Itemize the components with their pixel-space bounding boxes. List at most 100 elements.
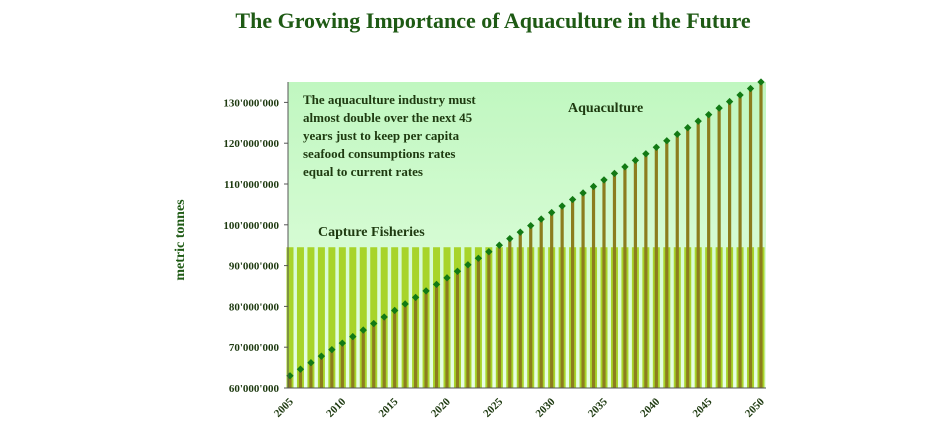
aquaculture-marker xyxy=(474,254,483,262)
aquaculture-marker xyxy=(317,352,326,360)
aquaculture-marker xyxy=(704,110,713,119)
aquaculture-marker xyxy=(631,156,640,165)
aquaculture-bar xyxy=(487,251,491,388)
aquaculture-bar xyxy=(539,219,543,388)
y-tick-label: 70'000'000 xyxy=(229,342,280,354)
aquaculture-bar xyxy=(424,290,428,388)
capture-bar xyxy=(317,247,325,388)
y-tick-label: 110'000'000 xyxy=(224,179,280,191)
aquaculture-bar xyxy=(372,323,376,388)
aquaculture-marker xyxy=(558,202,566,210)
annotation-line: almost double over the next 45 xyxy=(303,110,473,125)
x-tick-label: 2030 xyxy=(534,396,558,420)
aquaculture-bar xyxy=(298,369,303,388)
aquaculture-marker xyxy=(453,267,462,275)
aquaculture-bar xyxy=(591,186,596,388)
aquaculture-marker xyxy=(370,319,378,328)
aquaculture-bar xyxy=(738,95,742,388)
y-tick-label: 120'000'000 xyxy=(223,138,279,150)
aquaculture-marker xyxy=(296,365,305,373)
x-tick-label: 2040 xyxy=(638,396,662,420)
x-tick-label: 2050 xyxy=(743,396,767,420)
aquaculture-bar xyxy=(529,225,533,388)
aquaculture-marker xyxy=(673,130,681,138)
x-tick-label: 2015 xyxy=(377,396,401,420)
aquaculture-markers xyxy=(286,78,765,380)
aquaculture-marker xyxy=(621,163,629,171)
aquaculture-bar xyxy=(571,199,575,388)
aquaculture-bar xyxy=(612,173,617,388)
y-tick-label: 130'000'000 xyxy=(223,97,279,109)
x-tick-label: 2020 xyxy=(429,396,453,420)
aquaculture-marker xyxy=(432,280,441,289)
aquaculture-bar xyxy=(675,134,679,388)
aquaculture-bar xyxy=(707,114,711,388)
aquaculture-marker xyxy=(537,215,545,223)
aquaculture-bar xyxy=(455,271,460,388)
aquaculture-bar xyxy=(633,160,637,388)
y-tick-label: 60'000'000 xyxy=(229,383,280,395)
x-tick-label: 2005 xyxy=(272,396,296,420)
aquaculture-bar xyxy=(382,317,386,388)
aquaculture-marker xyxy=(307,359,315,367)
aquaculture-bar xyxy=(686,127,690,389)
aquaculture-bar xyxy=(644,153,648,388)
aquaculture-marker xyxy=(328,345,336,354)
aquaculture-marker xyxy=(411,293,420,302)
capture-bar xyxy=(286,247,294,388)
aquaculture-bar xyxy=(434,284,439,388)
aquaculture-bar xyxy=(581,192,585,388)
aquaculture-bar xyxy=(560,206,564,388)
annotation-line: seafood consumptions rates xyxy=(303,146,455,161)
aquaculture-bar xyxy=(340,343,344,388)
aquaculture-bar xyxy=(623,166,627,388)
annotation-text: The aquaculture industry must almost dou… xyxy=(303,92,479,179)
aquaculture-marker xyxy=(380,313,388,321)
aquaculture-marker xyxy=(443,274,451,282)
x-tick-labels: 2005 2010 2015 2020 2025 2030 2035 2040 2045 2050 xyxy=(272,396,767,420)
aquaculture-bar xyxy=(550,212,554,388)
aquaculture-marker xyxy=(663,137,671,145)
aquaculture-bar xyxy=(602,179,606,388)
aquaculture-bar xyxy=(361,330,365,388)
aquaculture-marker xyxy=(652,143,661,151)
y-tick-label: 100'000'000 xyxy=(223,220,279,232)
capture-fisheries-label: Capture Fisheries xyxy=(318,225,425,240)
aquaculture-marker xyxy=(694,117,702,125)
x-tick-label: 2010 xyxy=(324,396,348,420)
aquaculture-bar xyxy=(351,336,355,388)
aquaculture-marker xyxy=(464,261,472,269)
aquaculture-bar xyxy=(728,101,732,389)
y-tick-label: 80'000'000 xyxy=(229,301,280,313)
aquaculture-marker xyxy=(401,300,409,308)
capture-bar xyxy=(359,247,367,388)
aquaculture-bar xyxy=(508,238,512,388)
aquaculture-marker xyxy=(547,208,556,217)
aquaculture-bar xyxy=(319,356,323,388)
chart-title: The Growing Importance of Aquaculture in… xyxy=(235,8,750,33)
x-tick-label: 2035 xyxy=(586,396,610,420)
aquaculture-bar xyxy=(445,277,449,388)
aquaculture-bar xyxy=(476,258,480,388)
capture-bar xyxy=(307,247,315,388)
aquaculture-marker xyxy=(422,287,430,295)
aquaculture-bar xyxy=(654,147,658,388)
capture-bar xyxy=(338,247,346,388)
aquaculture-marker xyxy=(642,150,650,158)
annotation-line: years just to keep per capita xyxy=(303,128,460,143)
aquaculture-bar xyxy=(414,297,418,388)
axes xyxy=(284,82,766,389)
aquaculture-marker xyxy=(390,306,399,315)
y-tick-label: 90'000'000 xyxy=(229,261,280,273)
aquaculture-bars xyxy=(288,82,763,389)
aquaculture-marker xyxy=(359,326,367,334)
aquaculture-marker xyxy=(349,332,357,341)
aquaculture-bar xyxy=(717,108,721,388)
aquaculture-marker xyxy=(715,104,723,112)
aquaculture-bar xyxy=(288,375,292,388)
capture-bar xyxy=(370,247,378,388)
y-axis-label: metric tonnes xyxy=(173,199,188,281)
capture-bar xyxy=(328,247,336,388)
capture-bar xyxy=(349,247,357,388)
